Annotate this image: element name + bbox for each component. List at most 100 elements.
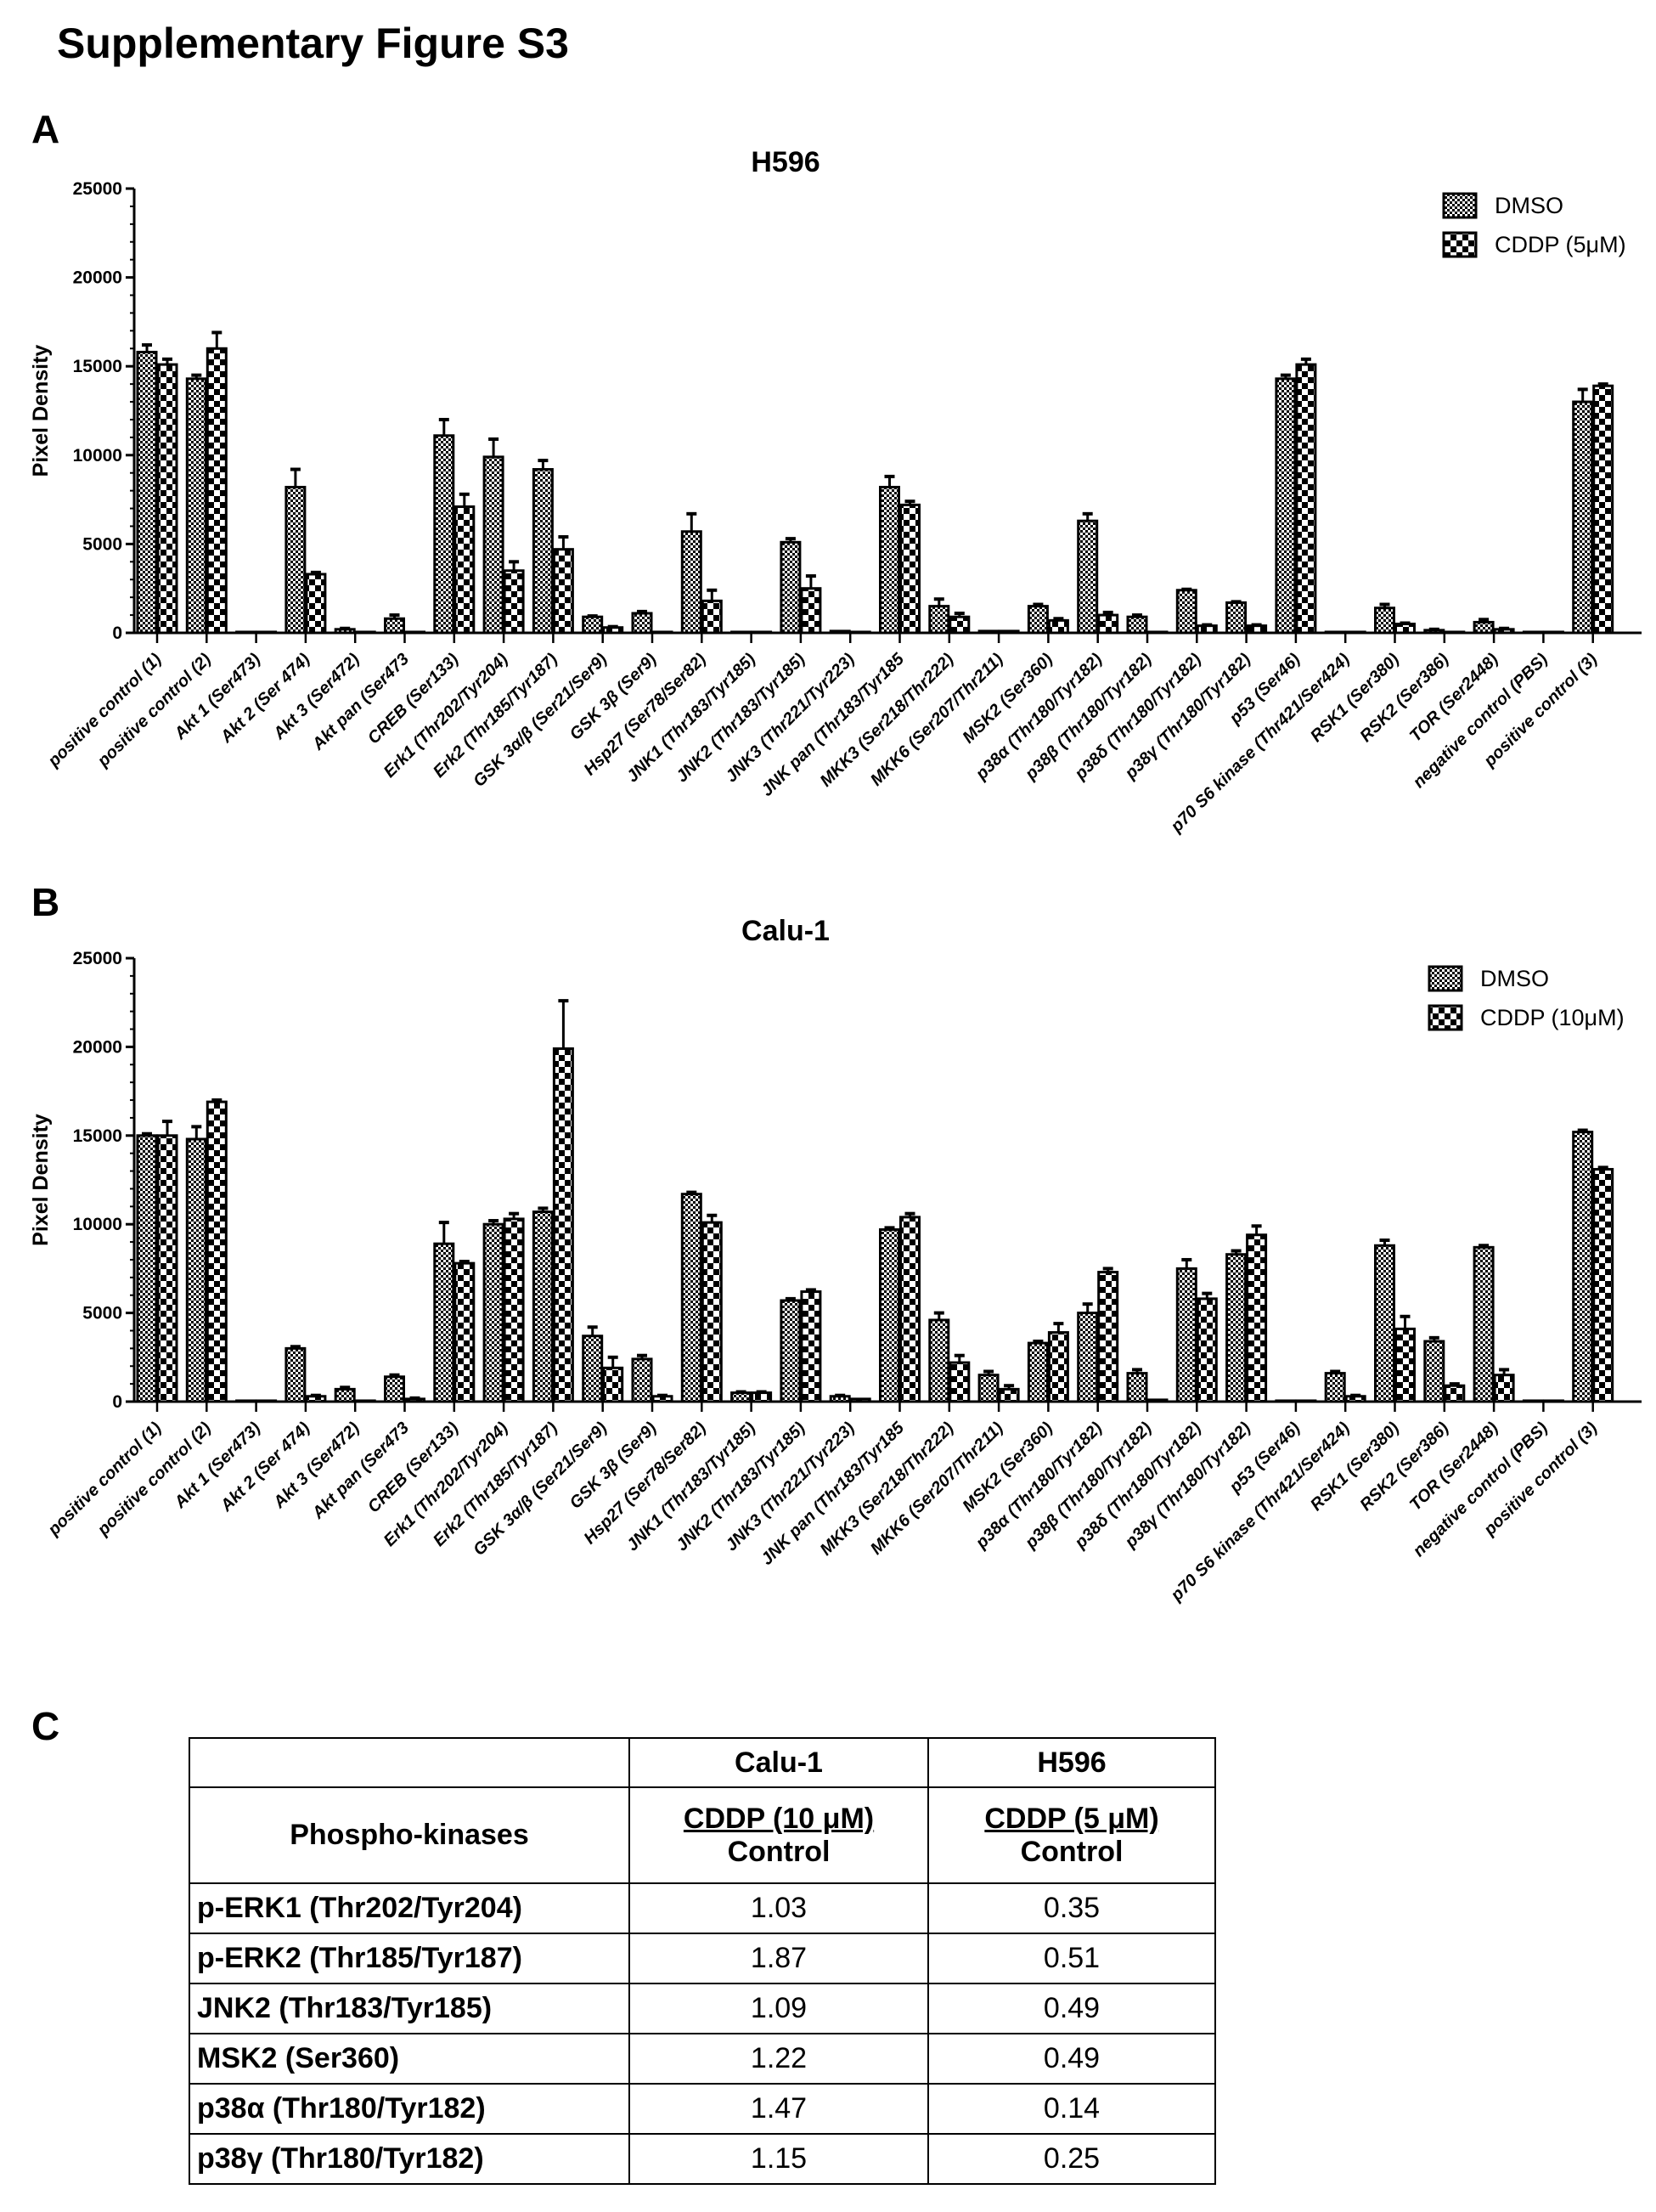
bar-cddp: [701, 1221, 723, 1403]
table-row: MSK2 (Ser360) 1.22 0.49: [189, 2033, 1216, 2085]
bar-dmso: [1225, 601, 1248, 635]
col-header-kinases: Phospho-kinases: [189, 1786, 630, 1884]
ratio-value: 0.49: [927, 1983, 1216, 2034]
kinase-name: p-ERK2 (Thr185/Tyr187): [189, 1933, 630, 1984]
bar-cddp: [404, 1397, 425, 1403]
bar-cddp: [1493, 1374, 1515, 1403]
ratio-value: 0.49: [927, 2033, 1216, 2085]
bar-dmso: [1027, 1341, 1049, 1403]
legend-label: CDDP (10μM): [1480, 1005, 1625, 1030]
bar-dmso: [1077, 1312, 1099, 1403]
bar-cddp: [1444, 630, 1466, 635]
y-tick-label: 25000: [73, 949, 122, 968]
bar-cddp: [1344, 1395, 1366, 1403]
ratio-value: 1.03: [628, 1882, 929, 1934]
ratio-value: 1.15: [628, 2133, 929, 2185]
x-tick-label: RSK1 (Ser380): [1307, 1419, 1403, 1515]
bar-cddp: [552, 1047, 574, 1403]
ratio-header-h596: CDDP (5 μM) Control: [927, 1786, 1216, 1884]
x-tick-label: TOR (Ser2448): [1406, 1419, 1502, 1515]
bar-dmso: [284, 1346, 307, 1403]
bar-cddp: [552, 548, 574, 635]
bar-cddp: [256, 1399, 278, 1403]
bar-cddp: [1592, 1167, 1614, 1403]
kinase-name: p-ERK1 (Thr202/Tyr204): [189, 1882, 630, 1934]
table-row: p38α (Thr180/Tyr182) 1.47 0.14: [189, 2083, 1216, 2135]
bar-dmso: [780, 540, 802, 635]
bar-dmso: [829, 629, 851, 635]
bar-cddp: [206, 347, 228, 635]
bar-dmso: [1522, 630, 1544, 635]
denominator: Control: [727, 1835, 831, 1868]
bar-dmso: [631, 612, 653, 635]
bar-dmso: [334, 628, 356, 635]
x-tick-label: Akt 1 (Ser473): [171, 650, 265, 744]
y-tick-label: 15000: [73, 357, 122, 376]
bar-dmso: [482, 455, 504, 635]
legend-label: CDDP (5μM): [1495, 232, 1626, 257]
bar-cddp: [949, 615, 971, 635]
bar-cddp: [998, 629, 1020, 635]
bar-dmso: [1275, 1399, 1297, 1403]
bar-dmso: [136, 1134, 158, 1403]
legend-swatch: [1428, 1004, 1463, 1031]
bar-dmso: [1473, 1245, 1495, 1403]
bar-dmso: [928, 605, 950, 635]
x-tick-label: Akt 1 (Ser473): [171, 1419, 265, 1513]
bar-dmso: [631, 1357, 653, 1403]
table-row: p-ERK1 (Thr202/Tyr204) 1.03 0.35: [189, 1882, 1216, 1934]
x-tick-label: p70 S6 kinase (Thr421/Ser424): [1167, 650, 1354, 837]
bar-dmso: [532, 1210, 554, 1403]
bar-cddp: [1097, 613, 1119, 635]
bar-dmso: [235, 630, 257, 635]
bar-cddp: [503, 569, 525, 635]
bar-cddp: [1146, 1398, 1169, 1403]
bar-dmso: [185, 1137, 207, 1403]
ratio-value: 0.14: [927, 2083, 1216, 2135]
x-tick-label: RSK2 (Ser386): [1356, 1419, 1452, 1515]
bar-dmso: [433, 1242, 455, 1403]
bar-dmso: [582, 615, 604, 635]
x-tick-label: Akt 3 (Ser472): [269, 650, 363, 744]
bar-cddp: [1246, 624, 1268, 635]
y-tick-label: 25000: [73, 179, 122, 199]
bar-cddp: [256, 630, 278, 635]
kinase-name: JNK2 (Thr183/Tyr185): [189, 1983, 630, 2034]
panel-label-a: A: [31, 107, 60, 151]
bar-cddp: [453, 505, 476, 635]
x-tick-label: CREB (Ser133): [364, 650, 463, 748]
ratio-table: Calu-1 H596 Phospho-kinases CDDP (10 μM)…: [189, 1737, 1216, 2185]
ratio-value: 1.22: [628, 2033, 929, 2085]
bar-dmso: [1522, 1399, 1544, 1403]
bar-cddp: [1246, 1233, 1268, 1403]
bar-dmso: [730, 1391, 752, 1403]
x-tick-label: MSK2 (Ser360): [959, 650, 1056, 748]
bar-cddp: [453, 1261, 476, 1403]
bar-dmso: [1374, 607, 1395, 635]
bar-dmso: [730, 630, 752, 635]
y-tick-label: 20000: [73, 1037, 122, 1057]
bar-dmso: [185, 377, 207, 635]
y-tick-label: 0: [112, 1392, 122, 1412]
bar-cddp: [156, 1134, 178, 1403]
x-tick-label: Akt 3 (Ser472): [269, 1419, 363, 1513]
bar-dmso: [582, 1335, 604, 1403]
kinase-name: MSK2 (Ser360): [189, 2033, 630, 2085]
bar-cddp: [1047, 1331, 1069, 1403]
legend-swatch: [1428, 965, 1463, 992]
bar-dmso: [1027, 605, 1049, 635]
bar-dmso: [1324, 1372, 1346, 1403]
bar-dmso: [532, 468, 554, 635]
numerator: CDDP (5 μM): [984, 1802, 1159, 1835]
y-axis-label: Pixel Density: [29, 345, 53, 477]
ratio-value: 1.47: [628, 2083, 929, 2135]
bar-cddp: [800, 1290, 822, 1403]
chart-title: Calu-1: [741, 915, 830, 947]
bar-dmso: [384, 617, 405, 635]
bar-dmso: [1572, 400, 1594, 635]
bar-dmso: [1175, 1267, 1197, 1403]
bar-cddp: [404, 630, 425, 635]
table-row: p38γ (Thr180/Tyr182) 1.15 0.25: [189, 2133, 1216, 2185]
bar-dmso: [879, 1227, 900, 1403]
panel-label-c: C: [31, 1704, 60, 1748]
